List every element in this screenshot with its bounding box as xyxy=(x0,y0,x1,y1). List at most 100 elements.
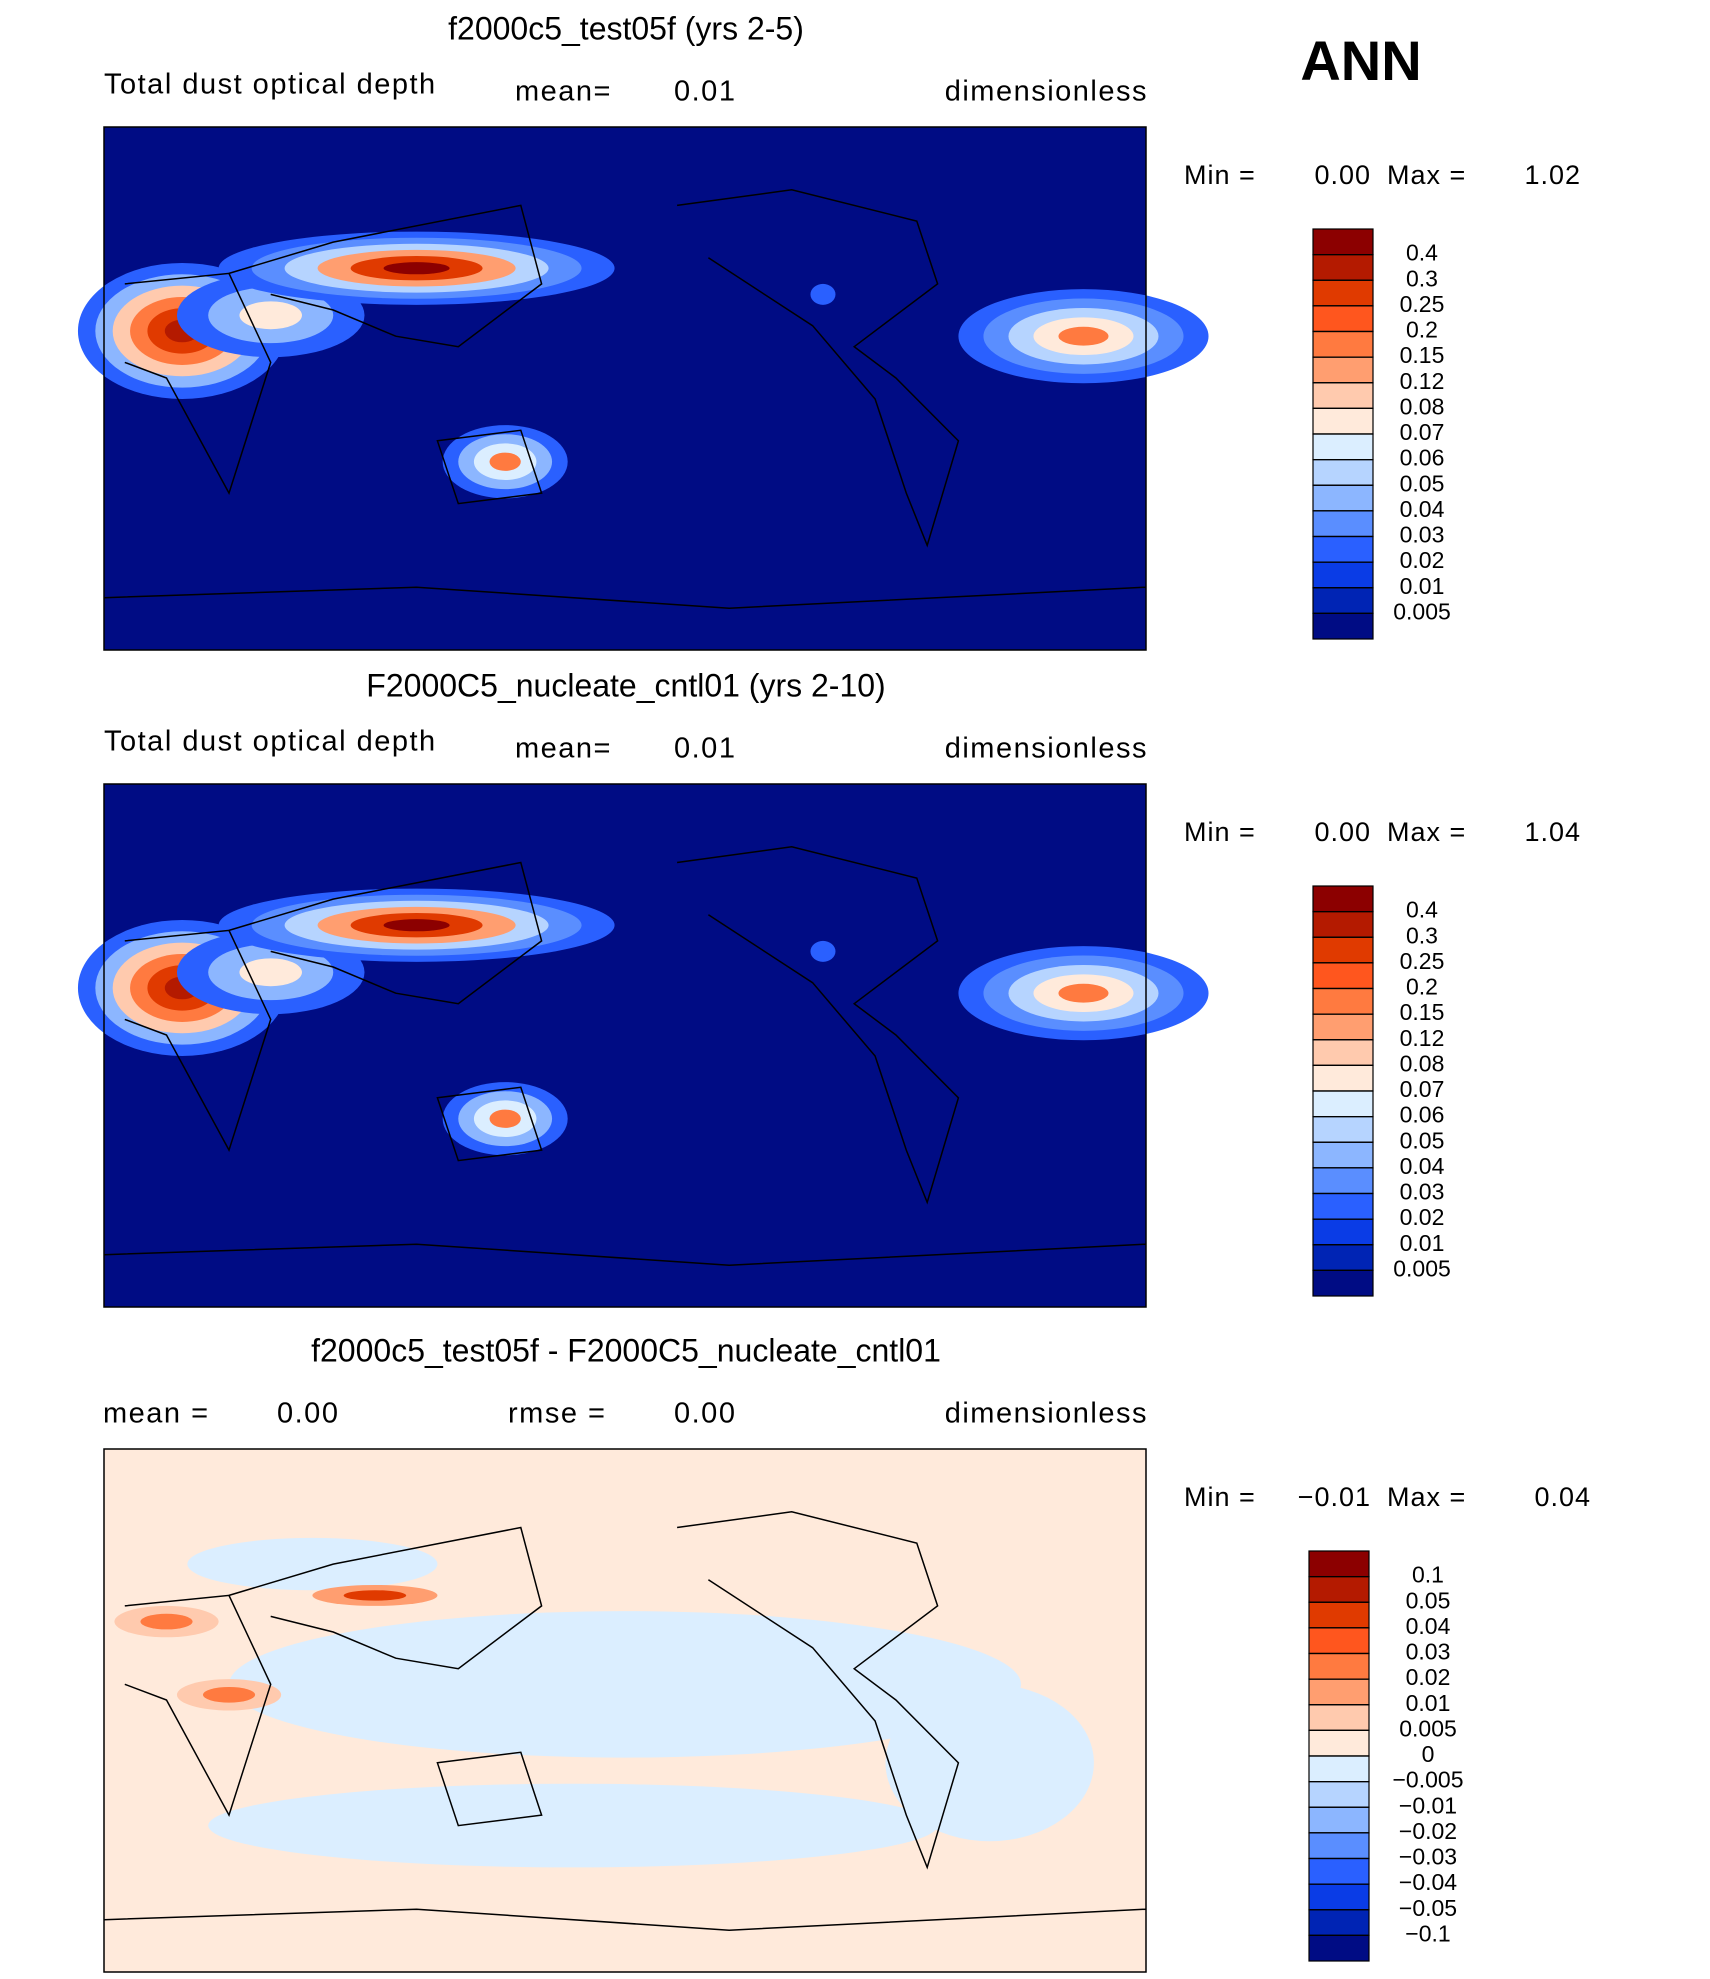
colorbar-box xyxy=(1312,987,1374,1015)
colorbar-box xyxy=(1312,936,1374,964)
colorbar-box xyxy=(1308,1550,1370,1578)
colorbar-label: 0.25 xyxy=(1400,948,1445,974)
mean-label: mean= xyxy=(515,733,612,765)
coastline xyxy=(124,272,272,496)
coastline xyxy=(228,204,543,348)
field-contour xyxy=(885,1684,1094,1842)
field-contour xyxy=(810,283,836,305)
max-label: Max = xyxy=(1387,817,1466,847)
field-contour xyxy=(1058,326,1109,346)
colorbar-label: 0.05 xyxy=(1400,1127,1445,1153)
coastline xyxy=(436,1751,543,1827)
mean-value: 0.01 xyxy=(674,76,736,108)
coastline xyxy=(228,1526,543,1670)
coastline xyxy=(103,586,1147,609)
colorbar-label: 0.04 xyxy=(1400,496,1445,522)
colorbar-box xyxy=(1308,1934,1370,1962)
mean-value: 0.01 xyxy=(674,733,736,765)
colorbar-label: 0.3 xyxy=(1406,922,1438,948)
coastline xyxy=(103,1243,1147,1266)
field-contour xyxy=(239,301,302,330)
colorbar-label: −0.03 xyxy=(1399,1844,1457,1870)
field-contour xyxy=(140,1613,193,1630)
coastline xyxy=(124,1594,272,1818)
rmse-value: 0.00 xyxy=(674,1398,736,1430)
colorbar-label: 0.08 xyxy=(1400,393,1445,419)
colorbar-label: −0.01 xyxy=(1399,1792,1457,1818)
colorbar-box xyxy=(1308,1729,1370,1757)
colorbar-box xyxy=(1312,1269,1374,1297)
colorbar-box xyxy=(1312,1090,1374,1118)
panel-title: f2000c5_test05f - F2000C5_nucleate_cntl0… xyxy=(311,1332,941,1368)
field-contour xyxy=(343,1590,407,1601)
coastline xyxy=(103,1908,1147,1931)
min-value: 0.00 xyxy=(1314,160,1371,190)
coastline xyxy=(436,429,543,505)
colorbar-box xyxy=(1308,1576,1370,1603)
units-label: dimensionless xyxy=(945,1398,1148,1430)
variable-label: Total dust optical depth xyxy=(104,69,437,101)
colorbar-label: 0.4 xyxy=(1406,897,1438,923)
max-value: 0.04 xyxy=(1534,1482,1591,1512)
min-label: Min = xyxy=(1184,817,1256,847)
mean-value: 0.00 xyxy=(277,1398,339,1430)
colorbar-label: 0.04 xyxy=(1400,1153,1445,1179)
panel-title: f2000c5_test05f (yrs 2-5) xyxy=(448,10,804,46)
field-contour xyxy=(187,1537,438,1591)
colorbar-label: −0.005 xyxy=(1393,1767,1464,1793)
field-contour xyxy=(1058,983,1109,1003)
colorbar-box xyxy=(1312,1141,1374,1169)
colorbar-label: 0.3 xyxy=(1406,265,1438,291)
rmse-label: rmse = xyxy=(508,1398,606,1430)
colorbar-label: 0.01 xyxy=(1400,1230,1445,1256)
min-label: Min = xyxy=(1184,160,1256,190)
colorbar-label: 0.06 xyxy=(1400,445,1445,471)
colorbar-box xyxy=(1312,1064,1374,1092)
colorbar-box xyxy=(1308,1601,1370,1629)
colorbar-label: 0.06 xyxy=(1400,1102,1445,1128)
colorbar-box xyxy=(1308,1806,1370,1834)
field-contour xyxy=(202,1686,256,1703)
colorbar-box xyxy=(1312,356,1374,384)
coastline xyxy=(676,846,960,1205)
units-label: dimensionless xyxy=(945,76,1148,108)
map xyxy=(77,783,1209,1308)
colorbar-label: −0.04 xyxy=(1399,1869,1457,1895)
colorbar-box xyxy=(1312,330,1374,358)
units-label: dimensionless xyxy=(945,733,1148,765)
colorbar-label: 0.12 xyxy=(1400,368,1445,394)
colorbar-box xyxy=(1308,1704,1370,1731)
colorbar-label: 0.2 xyxy=(1406,317,1438,343)
colorbar-box xyxy=(1312,407,1374,435)
colorbar-label: 0 xyxy=(1422,1741,1435,1767)
coastline xyxy=(124,929,272,1153)
colorbar-box xyxy=(1308,1652,1370,1680)
field-contour xyxy=(239,958,302,987)
colorbar-box xyxy=(1312,228,1374,256)
panel-title: F2000C5_nucleate_cntl01 (yrs 2-10) xyxy=(366,667,885,703)
colorbar-box xyxy=(1308,1857,1370,1885)
map-background xyxy=(104,127,1146,650)
field-contour xyxy=(208,1783,938,1868)
map-frame xyxy=(103,783,1147,1308)
colorbar-box xyxy=(1308,1678,1370,1706)
max-value: 1.04 xyxy=(1524,817,1581,847)
colorbar-box xyxy=(1308,1755,1370,1783)
variable-label: Total dust optical depth xyxy=(104,726,437,758)
colorbar-label: 0.4 xyxy=(1406,240,1438,266)
field-contour xyxy=(810,940,836,962)
colorbar-box xyxy=(1312,433,1374,461)
colorbar-box xyxy=(1312,1244,1374,1271)
colorbar-label: −0.02 xyxy=(1399,1818,1457,1844)
max-label: Max = xyxy=(1387,160,1466,190)
colorbar-box xyxy=(1308,1627,1370,1655)
colorbar-box xyxy=(1308,1781,1370,1808)
colorbar-label: 0.15 xyxy=(1400,999,1445,1025)
colorbar-box xyxy=(1312,279,1374,307)
colorbar-box xyxy=(1312,484,1374,512)
field-contour xyxy=(489,1109,521,1128)
field-contour xyxy=(383,919,450,932)
colorbar-label: 0.02 xyxy=(1406,1664,1451,1690)
colorbar-label: 0.005 xyxy=(1393,1255,1451,1281)
